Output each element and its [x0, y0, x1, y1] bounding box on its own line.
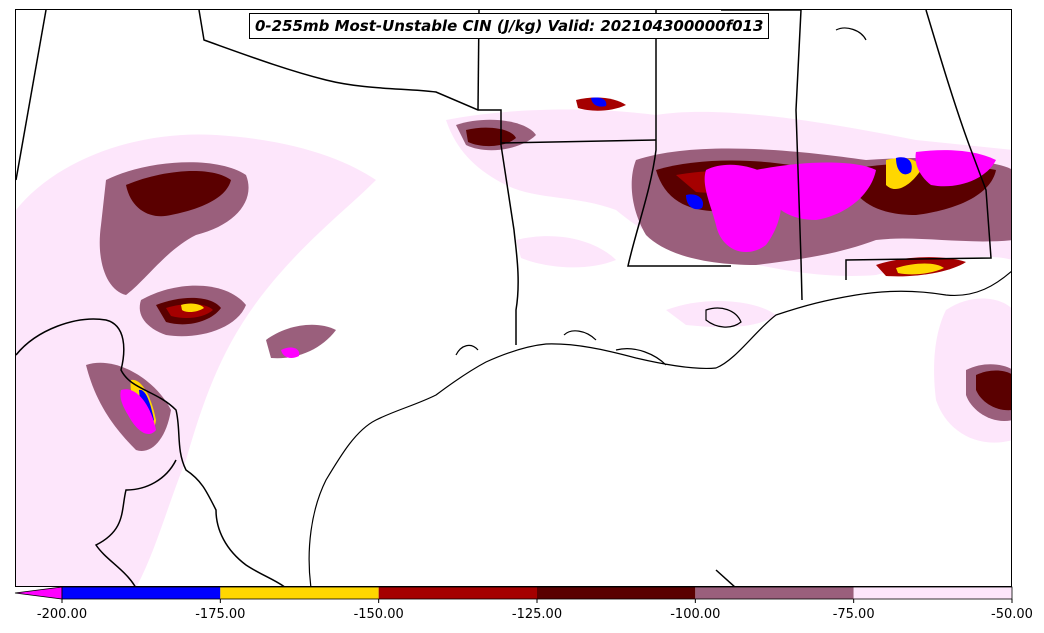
colorbar-tick-label: -200.00 [36, 607, 88, 622]
cin-map [16, 10, 1011, 586]
colorbar-extend-min [14, 586, 63, 600]
coastline [308, 27, 1011, 586]
colorbar-bin-4 [695, 587, 854, 599]
colorbar-tick-label: -100.00 [670, 607, 721, 622]
colorbar-tick-label: -175.00 [195, 607, 246, 622]
colorbar-tick-label: -50.00 [991, 607, 1033, 622]
colorbar [14, 586, 1013, 603]
map-title: 0-255mb Most-Unstable CIN (J/kg) Valid: … [249, 13, 770, 39]
colorbar-tick-label: -75.00 [832, 607, 875, 622]
colorbar-bin-5 [853, 587, 1012, 599]
colorbar-bins [14, 586, 1013, 600]
map-panel [15, 9, 1012, 587]
colorbar-tick-label: -150.00 [353, 607, 404, 622]
cin-field-magenta [120, 150, 996, 435]
state-boundaries [16, 10, 992, 586]
colorbar-tick-label: -125.00 [511, 607, 563, 622]
colorbar-ticks [61, 599, 1013, 603]
colorbar-bin-3 [537, 587, 696, 599]
colorbar-bin-2 [378, 587, 537, 599]
colorbar-bin-0 [62, 587, 221, 599]
colorbar-bin-1 [220, 587, 379, 599]
